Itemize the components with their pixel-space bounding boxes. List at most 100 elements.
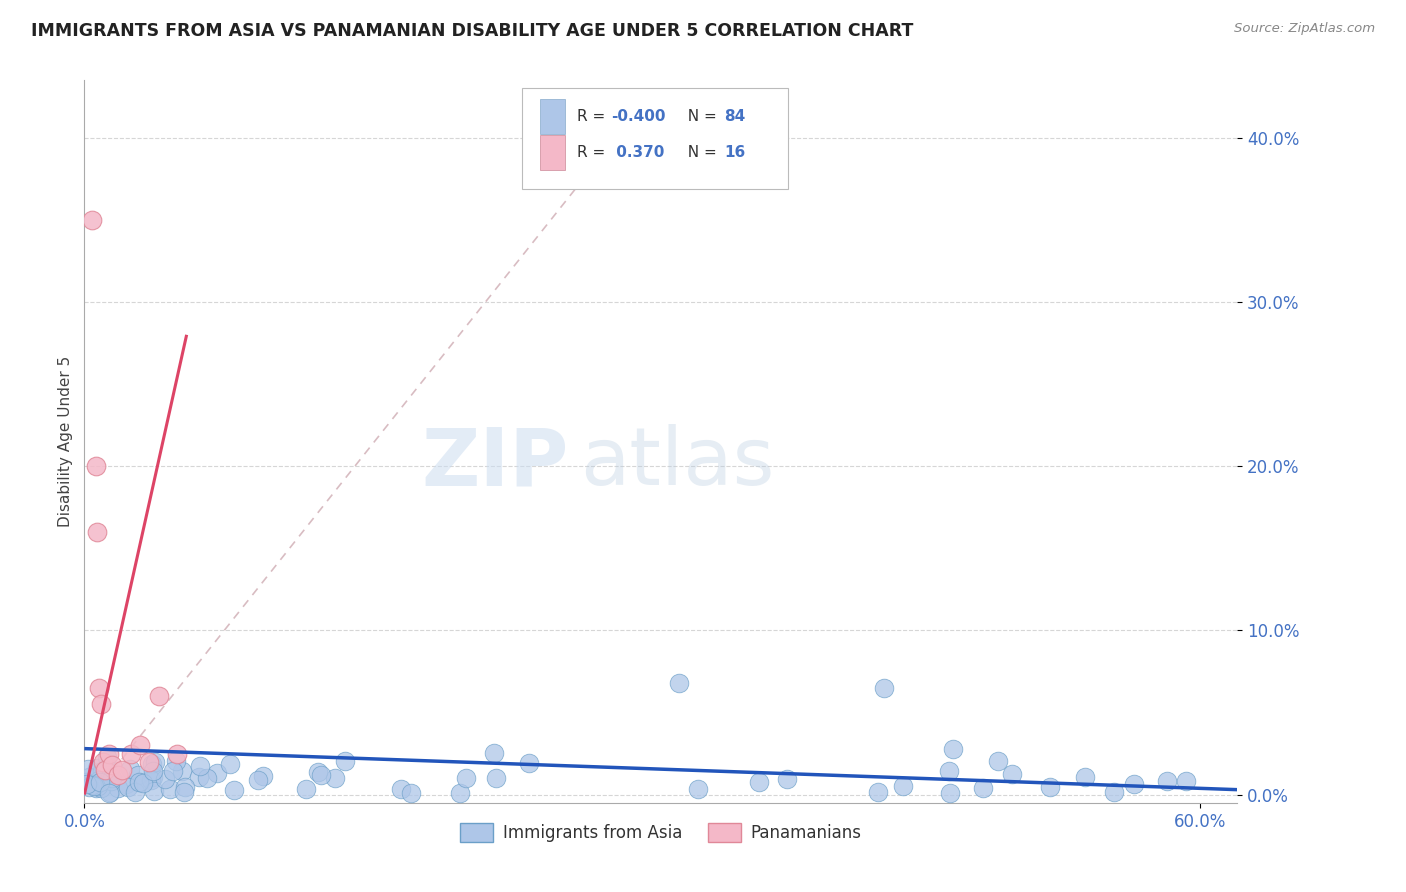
Point xyxy=(84,459,107,474)
Point xyxy=(132,775,155,789)
Point xyxy=(89,773,111,788)
Point xyxy=(110,763,132,777)
Point xyxy=(776,772,799,786)
Point xyxy=(688,781,710,796)
Point xyxy=(100,774,122,789)
Point xyxy=(1039,780,1062,794)
Text: 84: 84 xyxy=(724,109,745,124)
Point xyxy=(309,768,332,782)
Point xyxy=(80,212,103,227)
Point xyxy=(107,780,129,795)
Point xyxy=(120,747,142,761)
Point xyxy=(142,764,165,778)
Point xyxy=(333,754,356,768)
Point xyxy=(1174,773,1197,788)
Point xyxy=(86,761,108,775)
Point xyxy=(187,770,209,784)
Text: R =: R = xyxy=(576,145,610,160)
Point xyxy=(98,770,121,784)
Text: 0.370: 0.370 xyxy=(612,145,665,160)
Bar xyxy=(540,99,565,134)
Point xyxy=(748,775,770,789)
Point xyxy=(162,764,184,779)
Point xyxy=(142,783,165,797)
Point xyxy=(389,782,412,797)
Y-axis label: Disability Age Under 5: Disability Age Under 5 xyxy=(58,356,73,527)
Point xyxy=(94,763,117,777)
Point xyxy=(139,773,162,788)
Point xyxy=(100,773,122,788)
Point xyxy=(148,689,170,703)
Point xyxy=(172,764,194,778)
Text: -0.400: -0.400 xyxy=(612,109,666,124)
FancyBboxPatch shape xyxy=(523,87,787,189)
Point xyxy=(219,757,242,772)
Text: Source: ZipAtlas.com: Source: ZipAtlas.com xyxy=(1234,22,1375,36)
Text: atlas: atlas xyxy=(581,425,775,502)
Point xyxy=(519,756,541,770)
Point xyxy=(80,778,103,792)
Point xyxy=(75,775,97,789)
Point xyxy=(90,698,112,712)
Point xyxy=(454,771,477,785)
Point xyxy=(97,747,120,761)
Point xyxy=(117,780,139,794)
Point xyxy=(91,764,114,778)
Point xyxy=(91,755,114,769)
Point xyxy=(77,770,100,784)
Point xyxy=(165,754,187,768)
Point xyxy=(972,780,994,795)
Point xyxy=(79,780,101,794)
Text: N =: N = xyxy=(678,109,721,124)
Point xyxy=(76,776,98,790)
Bar xyxy=(540,136,565,169)
Point xyxy=(129,739,152,753)
Point xyxy=(83,779,105,793)
Point xyxy=(98,786,121,800)
Point xyxy=(142,770,165,784)
Point xyxy=(84,781,107,796)
Text: R =: R = xyxy=(576,109,610,124)
Point xyxy=(153,772,176,786)
Point xyxy=(141,756,163,771)
Point xyxy=(89,778,111,792)
Point xyxy=(1073,771,1095,785)
Point xyxy=(128,774,150,789)
Point xyxy=(939,786,962,800)
Point xyxy=(668,676,690,690)
Point xyxy=(1122,777,1144,791)
Point xyxy=(222,783,245,797)
Point xyxy=(98,785,121,799)
Point xyxy=(173,784,195,798)
Point xyxy=(207,766,229,780)
Point xyxy=(127,768,149,782)
Text: N =: N = xyxy=(678,145,721,160)
Point xyxy=(1104,785,1126,799)
Point xyxy=(159,782,181,797)
Point xyxy=(107,768,129,782)
Point xyxy=(323,771,346,785)
Point xyxy=(128,775,150,789)
Point xyxy=(89,681,111,695)
Point xyxy=(195,771,218,785)
Point xyxy=(124,785,146,799)
Point xyxy=(173,780,195,795)
Point xyxy=(868,785,890,799)
Point xyxy=(101,758,124,772)
Point xyxy=(90,781,112,796)
Point xyxy=(1156,773,1178,788)
Point xyxy=(115,777,138,791)
Point xyxy=(86,775,108,789)
Point xyxy=(307,764,329,779)
Point xyxy=(166,747,188,761)
Point xyxy=(138,755,160,769)
Point xyxy=(89,774,111,789)
Point xyxy=(938,764,960,778)
Point xyxy=(891,779,914,793)
Point xyxy=(873,681,896,695)
Point xyxy=(987,754,1010,768)
Point xyxy=(101,771,124,785)
Point xyxy=(485,772,508,786)
Point xyxy=(1001,766,1024,780)
Point xyxy=(449,786,471,800)
